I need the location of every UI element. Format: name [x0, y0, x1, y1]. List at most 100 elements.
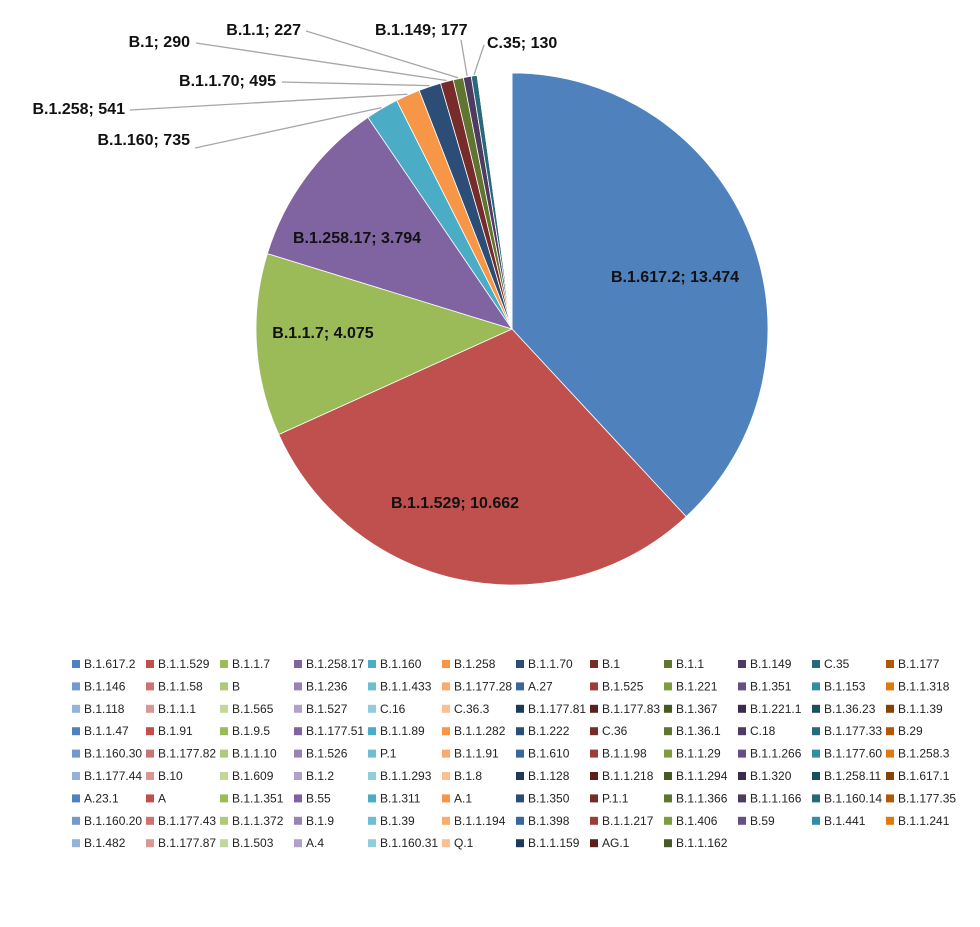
legend-entry: B.1.1.98 [602, 747, 647, 761]
slice-label: B.1.160; 735 [97, 132, 190, 149]
legend-entry: B.1.177.35 [898, 791, 956, 805]
legend-entry: B.1.8 [454, 769, 482, 783]
legend-entry: B.1.609 [232, 769, 274, 783]
legend-swatch [220, 660, 228, 668]
legend-swatch [442, 839, 450, 848]
legend-entry: B.1.1 [676, 657, 704, 671]
legend-swatch [146, 816, 154, 825]
legend-swatch [886, 704, 894, 713]
legend-swatch [886, 816, 894, 825]
legend-entry: B.1.153 [824, 679, 866, 693]
legend-swatch [738, 704, 746, 713]
legend-entry: B.1.351 [750, 679, 792, 693]
legend-swatch [516, 772, 524, 780]
legend-swatch [590, 772, 598, 780]
legend-swatch [664, 660, 672, 668]
legend-entry: B.1.177.83 [602, 702, 660, 716]
legend-swatch [590, 794, 598, 803]
legend-entry: B.1.1.266 [750, 747, 802, 761]
legend-entry: B.1.406 [676, 814, 718, 828]
legend-swatch [516, 682, 524, 691]
legend-swatch [368, 727, 376, 736]
legend-entry: B.1.1.293 [380, 769, 432, 783]
legend-entry: B.1.503 [232, 836, 274, 850]
legend-entry: B.1.149 [750, 657, 792, 671]
legend-entry: B.1.367 [676, 702, 718, 716]
legend-swatch [72, 682, 80, 691]
legend-entry: AG.1 [602, 836, 630, 850]
legend-entry: B.1.1.282 [454, 724, 506, 738]
legend-entry: B.1.1.241 [898, 814, 950, 828]
legend-entry: B.1.1.47 [84, 724, 129, 738]
pie-slice-B-1-1-529 [278, 328, 687, 586]
legend-swatch [72, 839, 80, 848]
legend-entry: B.1.177.87 [158, 836, 216, 850]
legend-entry: B.10 [158, 769, 183, 783]
legend-entry: B.1.1.217 [602, 814, 654, 828]
legend-entry: B.1.160.14 [824, 791, 882, 805]
legend-entry: B.1.118 [84, 702, 125, 716]
legend-entry: P.1 [380, 747, 397, 761]
legend-swatch [516, 794, 524, 803]
legend-swatch [886, 772, 894, 780]
legend-entry: B.1.482 [84, 836, 126, 850]
legend-entry: B.1.1.162 [676, 836, 728, 850]
legend-swatch [516, 816, 524, 825]
legend-swatch [812, 772, 820, 780]
legend-entry: B.1.1.7 [232, 657, 270, 671]
legend-entry: B.1.1.39 [898, 702, 943, 716]
slice-label: B.1; 290 [129, 34, 190, 51]
slice-label: B.1.258; 541 [32, 101, 125, 118]
legend-entry: B.1.350 [528, 791, 570, 805]
legend-swatch [220, 682, 228, 691]
legend-swatch [738, 772, 746, 780]
legend-swatch [368, 704, 376, 713]
legend-swatch [664, 682, 672, 691]
legend-swatch [72, 660, 80, 668]
legend-swatch [368, 816, 376, 825]
legend-entry: B.1.36.23 [824, 702, 876, 716]
legend-swatch [516, 727, 524, 736]
legend-swatch [368, 660, 376, 668]
legend-entry: B.1.526 [306, 747, 348, 761]
legend-swatch [590, 749, 598, 758]
legend-swatch [738, 794, 746, 803]
legend-swatch [664, 749, 672, 758]
legend-swatch [368, 839, 376, 848]
legend-entry: B.1.1.89 [380, 724, 425, 738]
legend-entry: B.1.160.31 [380, 836, 438, 850]
legend-swatch [146, 682, 154, 691]
chart-legend: B.1.617.2 B.1.1.529 B.1.1.7 B.1.258.17 B.1.1… [72, 657, 956, 850]
legend-swatch [442, 727, 450, 736]
leader-line [195, 42, 447, 82]
legend-swatch [886, 727, 894, 736]
legend-entry: B.1.160.20 [84, 814, 142, 828]
pie-slice-B-1-258-17 [266, 116, 513, 330]
legend-swatch [516, 749, 524, 758]
label-leader-lines [129, 30, 485, 149]
legend-swatch [368, 772, 376, 780]
legend-swatch [294, 749, 302, 758]
legend-swatch [590, 839, 598, 848]
legend-entry: B.1.222 [528, 724, 570, 738]
legend-swatch [886, 682, 894, 691]
legend-entry: B.1.1.294 [676, 769, 728, 783]
legend-entry: B.29 [898, 724, 923, 738]
legend-swatch [812, 727, 820, 736]
legend-entry: B.1.177.60 [824, 747, 882, 761]
legend-entry: B.1.221 [676, 679, 718, 693]
legend-entry: B.1.1.1 [158, 702, 196, 716]
legend-entry: B.1.617.1 [898, 769, 950, 783]
legend-entry: B.55 [306, 791, 331, 805]
legend-swatch [812, 660, 820, 668]
leader-line [281, 81, 430, 87]
legend-entry: B.1.1.372 [232, 814, 284, 828]
legend-entry: B.1.177.82 [158, 747, 216, 761]
legend-entry: B.1.1.159 [528, 836, 580, 850]
legend-entry: B.1.9 [306, 814, 334, 828]
legend-entry: B.1.617.2 [84, 657, 136, 671]
leader-line [129, 93, 408, 111]
slice-labels: B.1.617.2; 13.474 B.1.1.529; 10.662 B.1.1.… [32, 22, 739, 512]
legend-entry: B.1.1.351 [232, 791, 284, 805]
slice-label: B.1.1.529; 10.662 [391, 495, 519, 512]
